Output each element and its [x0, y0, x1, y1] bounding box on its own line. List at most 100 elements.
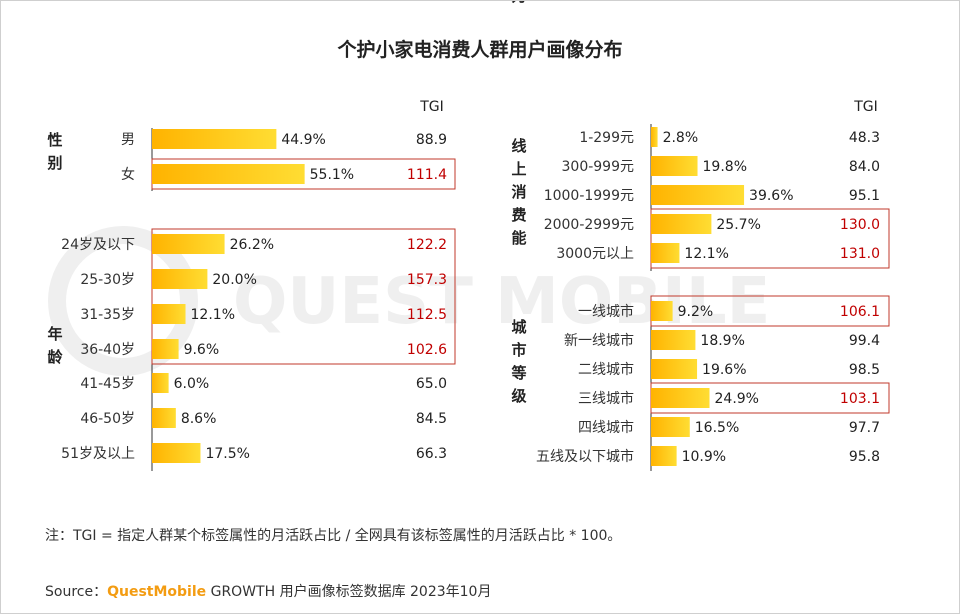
data-label: 16.5% — [695, 420, 739, 436]
source-rest: GROWTH 用户画像标签数据库 2023年10月 — [206, 584, 492, 600]
group-label-char: 市 — [511, 341, 526, 359]
bar — [651, 301, 673, 321]
group-label-char: 等 — [511, 364, 526, 382]
highlight-box — [650, 208, 890, 269]
group-label-char: 龄 — [47, 348, 63, 366]
bar — [152, 443, 201, 463]
tgi-value: 66.3 — [416, 446, 447, 462]
category-label: 1000-1999元 — [544, 188, 634, 204]
data-label: 24.9% — [715, 391, 759, 407]
data-label: 12.1% — [191, 307, 235, 323]
bar — [152, 339, 179, 359]
bar — [152, 304, 186, 324]
category-label: 四线城市 — [578, 419, 634, 436]
data-label: 10.9% — [682, 449, 726, 465]
bar — [651, 446, 677, 466]
data-label: 44.9% — [281, 132, 325, 148]
data-label: 9.6% — [184, 342, 220, 358]
tgi-value: 95.1 — [849, 188, 880, 204]
bar — [152, 269, 208, 289]
data-label: 25.7% — [716, 217, 760, 233]
tgi-value: 111.4 — [407, 167, 447, 183]
category-label: 31-35岁 — [80, 307, 135, 323]
category-label: 男 — [121, 132, 135, 148]
tgi-value: 112.5 — [407, 307, 447, 323]
data-label: 20.0% — [212, 272, 256, 288]
bar — [651, 156, 698, 176]
bar — [651, 417, 690, 437]
group-label-char: 性 — [47, 131, 62, 149]
category-label: 二线城市 — [578, 361, 634, 378]
group-label-char: 城 — [511, 318, 526, 336]
tgi-value: 98.5 — [849, 362, 880, 378]
tgi-header: TGI — [853, 99, 878, 115]
data-label: 39.6% — [749, 188, 793, 204]
group-label-char: 别 — [46, 154, 62, 172]
category-label: 三线城市 — [578, 390, 634, 407]
chart-title: 个护小家电消费人群用户画像分布 — [337, 39, 623, 61]
data-label: 12.1% — [684, 246, 728, 262]
bar — [651, 214, 712, 234]
tgi-value: 131.0 — [840, 246, 880, 262]
group-label-char: 力 — [511, 1, 526, 5]
category-label: 2000-2999元 — [544, 217, 634, 233]
data-label: 55.1% — [310, 167, 354, 183]
tgi-value: 102.6 — [407, 342, 447, 358]
data-label: 18.9% — [700, 333, 744, 349]
highlight-box — [151, 228, 456, 365]
tgi-value: 103.1 — [840, 391, 880, 407]
source-line: Source：QuestMobile GROWTH 用户画像标签数据库 2023… — [45, 581, 491, 601]
category-label: 41-45岁 — [80, 376, 135, 392]
group-label-char: 级 — [511, 387, 527, 405]
bar — [152, 129, 277, 149]
tgi-value: 122.2 — [407, 237, 447, 253]
category-label: 新一线城市 — [564, 332, 634, 349]
data-label: 26.2% — [230, 237, 274, 253]
footnote: 注：TGI = 指定人群某个标签属性的月活跃占比 / 全网具有该标签属性的月活跃… — [45, 528, 622, 544]
category-label: 300-999元 — [562, 159, 635, 175]
data-label: 6.0% — [174, 376, 210, 392]
tgi-value: 65.0 — [416, 376, 447, 392]
group-label-char: 能 — [511, 229, 526, 247]
bar — [651, 388, 710, 408]
source-brand: QuestMobile — [107, 584, 207, 600]
tgi-value: 97.7 — [849, 420, 880, 436]
category-label: 女 — [121, 166, 135, 183]
tgi-value: 106.1 — [840, 304, 880, 320]
bar — [651, 359, 698, 379]
tgi-header: TGI — [419, 99, 444, 115]
tgi-value: 130.0 — [840, 217, 880, 233]
category-label: 1-299元 — [579, 130, 634, 146]
tgi-value: 157.3 — [407, 272, 447, 288]
bar — [152, 408, 176, 428]
group-label-char: 消 — [511, 183, 526, 201]
data-label: 17.5% — [205, 446, 249, 462]
bar — [651, 185, 745, 205]
group-label-char: 上 — [511, 160, 526, 178]
tgi-value: 99.4 — [849, 333, 880, 349]
tgi-value: 84.5 — [416, 411, 447, 427]
tgi-value: 88.9 — [416, 132, 447, 148]
group-label-char: 年 — [47, 325, 62, 343]
bar — [651, 243, 680, 263]
data-label: 8.6% — [181, 411, 217, 427]
group-label-char: 线 — [511, 137, 526, 155]
source-prefix: Source： — [45, 584, 108, 600]
bar — [152, 234, 225, 254]
category-label: 3000元以上 — [556, 246, 634, 262]
category-label: 24岁及以下 — [61, 237, 135, 253]
group-label-char: 费 — [511, 206, 526, 224]
tgi-value: 48.3 — [849, 130, 880, 146]
category-label: 46-50岁 — [80, 411, 135, 427]
category-label: 五线及以下城市 — [536, 448, 634, 465]
tgi-value: 84.0 — [849, 159, 880, 175]
category-label: 25-30岁 — [80, 272, 135, 288]
category-label: 51岁及以上 — [61, 446, 135, 462]
bar — [651, 330, 696, 350]
category-label: 一线城市 — [578, 303, 634, 320]
bar — [152, 164, 305, 184]
data-label: 19.6% — [702, 362, 746, 378]
category-label: 36-40岁 — [80, 342, 135, 358]
